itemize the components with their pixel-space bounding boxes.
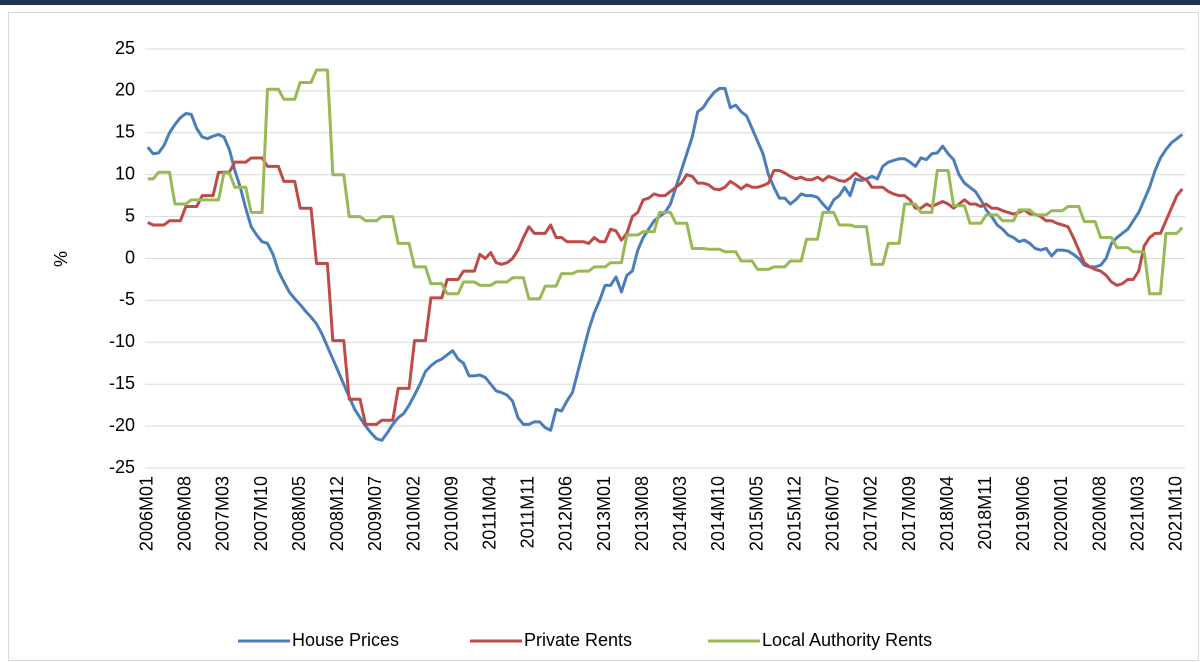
x-tick-label: 2015M05 — [746, 476, 766, 551]
y-tick-label: -20 — [109, 415, 135, 435]
x-tick-label: 2008M05 — [289, 476, 309, 551]
y-tick-label: 20 — [115, 80, 135, 100]
x-tick-label: 2021M10 — [1166, 476, 1186, 551]
x-tick-label: 2015M12 — [784, 476, 804, 551]
x-tick-label: 2010M02 — [403, 476, 423, 551]
x-tick-label: 2011M11 — [518, 476, 538, 548]
y-axis-title: % — [51, 251, 71, 267]
y-tick-label: 10 — [115, 163, 135, 183]
x-tick-label: 2010M09 — [441, 476, 461, 551]
x-tick-label: 2013M08 — [632, 476, 652, 551]
x-tick-label: 2020M01 — [1051, 476, 1071, 551]
legend-label: Private Rents — [524, 630, 632, 650]
x-tick-label: 2020M08 — [1089, 476, 1109, 551]
x-tick-label: 2012M06 — [556, 476, 576, 551]
y-tick-label: 0 — [125, 247, 135, 267]
y-tick-label: 15 — [115, 122, 135, 142]
x-tick-label: 2007M10 — [251, 476, 271, 551]
x-tick-label: 2014M10 — [708, 476, 728, 551]
series-line — [147, 156, 1184, 426]
legend-label: Local Authority Rents — [762, 630, 932, 650]
x-tick-label: 2013M01 — [594, 476, 614, 551]
y-tick-label: 25 — [115, 38, 135, 58]
x-tick-label: 2008M12 — [327, 476, 347, 551]
x-tick-label: 2016M07 — [823, 476, 843, 551]
chart-frame — [8, 12, 1199, 661]
x-tick-label: 2019M06 — [1013, 476, 1033, 551]
y-tick-label: 5 — [125, 205, 135, 225]
x-tick-label: 2017M02 — [861, 476, 881, 551]
x-tick-label: 2021M03 — [1127, 476, 1147, 551]
y-tick-label: -10 — [109, 331, 135, 351]
x-tick-label: 2007M03 — [213, 476, 233, 551]
x-tick-label: 2009M07 — [365, 476, 385, 551]
y-tick-label: -25 — [109, 457, 135, 477]
x-tick-label: 2006M08 — [175, 476, 195, 551]
legend-label: House Prices — [292, 630, 399, 650]
x-tick-label: 2014M03 — [670, 476, 690, 551]
series-line — [147, 68, 1184, 301]
y-tick-label: -5 — [119, 289, 135, 309]
top-bar — [0, 0, 1200, 5]
x-tick-label: 2017M09 — [899, 476, 919, 551]
x-tick-label: 2018M04 — [937, 476, 957, 551]
y-tick-label: -15 — [109, 373, 135, 393]
x-tick-label: 2018M11 — [975, 476, 995, 550]
x-tick-label: 2006M01 — [136, 476, 156, 551]
x-tick-label: 2011M04 — [480, 476, 500, 550]
